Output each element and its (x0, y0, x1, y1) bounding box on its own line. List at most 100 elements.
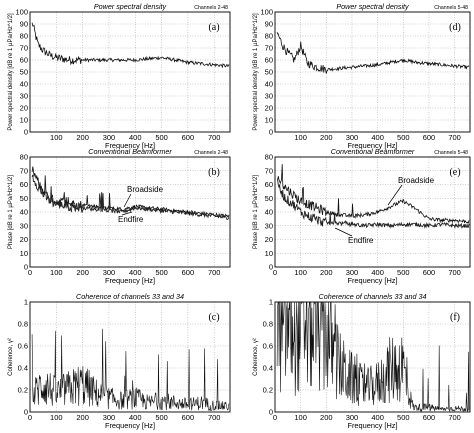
x-tick-label: 400 (371, 268, 384, 277)
x-tick-label: 200 (320, 133, 333, 142)
y-tick-label: 30 (265, 92, 273, 101)
channels-label: Channels 2-48 (194, 150, 228, 156)
y-tick-label: 50 (20, 194, 28, 203)
y-axis-label: Phase [dB re 1 µPa/Hz^1/2] (253, 175, 259, 249)
panel-b: 0 100 200 300 400 500 600 700 0 10 20 30 40 50 60 70 80 C… (8, 147, 231, 285)
series-line (31, 328, 230, 412)
panel-title: Power spectral density (94, 2, 167, 11)
x-tick-label: 700 (208, 413, 221, 422)
annotation-arrow (334, 227, 353, 237)
x-tick-label: 400 (371, 133, 384, 142)
panel-letter: (b) (208, 167, 220, 178)
channels-label: Channels 5-48 (434, 150, 468, 156)
y-tick-label: 20 (20, 235, 28, 244)
x-tick-label: 100 (294, 133, 307, 142)
x-tick-label: 500 (155, 413, 168, 422)
y-axis-label: Power spectral density [dB re 1 µPa/Hz^1… (8, 13, 14, 131)
y-tick-label: 90 (265, 20, 273, 29)
y-tick-label: 0.2 (263, 386, 273, 395)
x-tick-label: 600 (182, 133, 195, 142)
series-line (31, 174, 230, 220)
x-tick-label: 100 (50, 413, 63, 422)
x-tick-label: 200 (320, 413, 333, 422)
y-tick-label: 10 (265, 116, 273, 125)
y-tick-label: 1 (24, 298, 28, 307)
x-tick-label: 100 (50, 133, 63, 142)
x-tick-label: 100 (294, 268, 307, 277)
x-tick-label: 300 (103, 413, 116, 422)
x-tick-label: 700 (208, 133, 221, 142)
annotation-broadside: Broadside (127, 185, 164, 194)
annotation-broadside: Broadside (398, 176, 435, 185)
y-tick-label: 0.4 (18, 364, 28, 373)
x-tick-label: 700 (208, 268, 221, 277)
series-line (31, 22, 230, 69)
x-tick-label: 0 (28, 413, 32, 422)
y-tick-label: 90 (20, 20, 28, 29)
panel-title: Coherence of channels 33 and 34 (76, 292, 184, 301)
y-tick-label: 30 (20, 221, 28, 230)
y-tick-label: 30 (20, 92, 28, 101)
x-tick-label: 500 (155, 133, 168, 142)
x-tick-label: 400 (129, 268, 142, 277)
y-tick-label: 80 (20, 32, 28, 41)
series-line (276, 31, 470, 74)
series-line (276, 301, 470, 413)
y-tick-label: 0 (24, 263, 28, 272)
y-tick-label: 0.2 (18, 386, 28, 395)
x-tick-label: 300 (346, 268, 359, 277)
panel-letter: (c) (208, 312, 219, 323)
x-tick-label: 600 (423, 133, 436, 142)
x-tick-label: 700 (448, 268, 461, 277)
y-axis-label: Coherence, γ² (253, 338, 259, 376)
x-tick-label: 300 (103, 268, 116, 277)
x-tick-label: 200 (76, 268, 89, 277)
channels-label: Channels 2-48 (194, 5, 228, 11)
x-tick-label: 400 (371, 413, 384, 422)
panel-letter: (a) (208, 22, 219, 33)
panel-title: Coherence of channels 33 and 34 (319, 292, 427, 301)
y-tick-label: 80 (265, 32, 273, 41)
panel-c: 0 100 200 300 400 500 600 700 0 0.2 0.4 0.6 0.8 1 Cohe… (8, 292, 231, 430)
plot-frame (274, 301, 471, 413)
x-tick-label: 300 (346, 133, 359, 142)
y-tick-label: 60 (265, 56, 273, 65)
series-line (276, 179, 470, 230)
panel-letter: (e) (449, 167, 460, 178)
y-tick-label: 0 (269, 263, 273, 272)
panel-letter: (d) (449, 22, 461, 33)
x-tick-label: 200 (76, 413, 89, 422)
x-axis-label: Frequency [Hz] (105, 421, 155, 430)
y-tick-label: 70 (20, 166, 28, 175)
y-tick-label: 70 (20, 44, 28, 53)
x-tick-label: 0 (273, 413, 277, 422)
y-tick-label: 0 (24, 128, 28, 137)
x-tick-label: 600 (423, 268, 436, 277)
y-tick-label: 0.4 (263, 364, 273, 373)
x-tick-label: 100 (50, 268, 63, 277)
y-axis-label: Phase [dB re 1 µPa/Hz^1/2] (8, 175, 14, 249)
y-tick-label: 10 (20, 116, 28, 125)
x-tick-label: 600 (423, 413, 436, 422)
y-tick-label: 60 (20, 180, 28, 189)
y-tick-label: 50 (265, 68, 273, 77)
y-tick-label: 0.8 (18, 320, 28, 329)
y-tick-label: 1 (269, 298, 273, 307)
y-tick-label: 70 (265, 44, 273, 53)
y-tick-label: 10 (20, 249, 28, 258)
y-tick-label: 40 (265, 80, 273, 89)
y-tick-label: 40 (20, 80, 28, 89)
x-tick-label: 700 (448, 413, 461, 422)
y-tick-label: 70 (265, 166, 273, 175)
y-tick-label: 0.6 (263, 342, 273, 351)
x-axis-label: Frequency [Hz] (105, 276, 155, 285)
x-tick-label: 500 (397, 133, 410, 142)
y-tick-label: 100 (15, 8, 28, 17)
y-tick-label: 100 (260, 8, 273, 17)
panel-f: 0 100 200 300 400 500 600 700 0 0.2 0.4 0.6 0.8 1 Cohe… (253, 292, 471, 430)
x-tick-label: 400 (129, 133, 142, 142)
x-tick-label: 0 (28, 268, 32, 277)
x-tick-label: 300 (103, 133, 116, 142)
x-tick-label: 600 (182, 268, 195, 277)
x-tick-label: 100 (294, 413, 307, 422)
